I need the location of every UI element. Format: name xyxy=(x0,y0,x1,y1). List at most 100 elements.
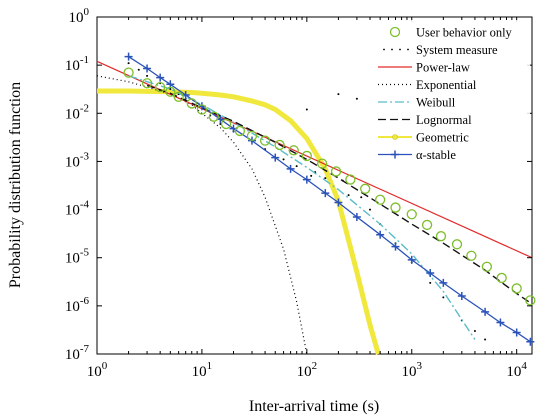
series-line xyxy=(96,60,533,259)
data-point xyxy=(376,230,385,239)
x-tick-label: 102 xyxy=(297,360,318,380)
series-exponential xyxy=(96,75,308,355)
data-point xyxy=(220,118,232,130)
data-point xyxy=(391,242,400,251)
data-point xyxy=(156,73,165,82)
data-point xyxy=(301,150,312,162)
data-point xyxy=(525,295,536,306)
data-point xyxy=(496,272,507,284)
legend-marker xyxy=(391,48,393,51)
legend-marker xyxy=(389,26,401,38)
legend-item: User behavior only xyxy=(389,26,513,40)
data-point xyxy=(321,189,330,198)
series-line xyxy=(146,84,533,305)
legend-item: System measure xyxy=(383,43,498,57)
legend-item: Power-law xyxy=(378,61,470,75)
data-point xyxy=(246,130,258,141)
series-line xyxy=(96,75,308,355)
data-point xyxy=(512,328,521,337)
legend-marker xyxy=(391,150,399,159)
series--stable xyxy=(124,52,535,346)
data-point xyxy=(496,318,505,327)
data-point xyxy=(375,194,386,205)
data-point xyxy=(442,296,445,299)
y-tick-label: 100 xyxy=(69,6,90,26)
data-point xyxy=(451,239,463,250)
data-point xyxy=(369,208,372,211)
y-tick-label: 10-2 xyxy=(65,102,89,122)
data-point xyxy=(295,165,298,168)
series-weibull xyxy=(128,75,476,340)
data-point xyxy=(124,52,133,61)
x-tick-label: 103 xyxy=(402,360,423,380)
data-point xyxy=(137,68,140,71)
data-point xyxy=(317,158,328,169)
y-tick-label: 10-1 xyxy=(65,54,89,74)
series-layer xyxy=(96,52,536,355)
data-point xyxy=(481,261,493,272)
data-point xyxy=(426,269,435,278)
legend-label: Exponential xyxy=(416,78,477,92)
data-point xyxy=(141,78,153,89)
legend-label: System measure xyxy=(416,43,498,57)
data-point xyxy=(271,153,280,162)
data-point xyxy=(286,164,295,173)
series-lognormal xyxy=(146,84,533,305)
x-axis-label: Inter-arrival time (s) xyxy=(249,398,379,415)
data-point xyxy=(526,337,535,346)
data-point xyxy=(360,196,363,199)
data-point xyxy=(407,255,416,264)
legend-marker xyxy=(399,48,401,51)
y-tick-label: 10-4 xyxy=(65,199,90,219)
series-power-law xyxy=(96,60,533,259)
data-point xyxy=(347,194,350,197)
data-point xyxy=(123,67,134,78)
data-point xyxy=(186,98,197,109)
data-point xyxy=(429,281,432,284)
legend-marker xyxy=(392,134,398,140)
data-point xyxy=(274,139,285,151)
data-point xyxy=(143,64,152,73)
legend: User behavior only System measure Power-la… xyxy=(375,20,530,162)
legend-label: Weibull xyxy=(416,96,456,110)
data-point xyxy=(146,74,149,77)
data-point xyxy=(282,158,285,161)
data-point xyxy=(473,330,476,333)
data-point xyxy=(360,183,371,194)
y-tick-label: 10-6 xyxy=(65,295,90,315)
data-point xyxy=(208,111,220,122)
data-point xyxy=(127,62,130,65)
y-tick-label: 10-3 xyxy=(65,150,90,170)
x-tick-label: 100 xyxy=(87,360,108,380)
data-point xyxy=(511,283,522,294)
data-point xyxy=(421,219,433,231)
data-point xyxy=(406,209,417,220)
data-point xyxy=(334,198,343,207)
data-point xyxy=(324,177,327,180)
data-point xyxy=(337,93,340,96)
data-point xyxy=(355,97,358,100)
y-axis-label: Probability distribution function xyxy=(7,82,24,288)
data-point xyxy=(173,91,184,102)
data-point xyxy=(302,175,311,184)
legend-item: Lognormal xyxy=(378,113,472,127)
data-point xyxy=(155,81,166,93)
data-point xyxy=(219,122,222,125)
legend-item: Exponential xyxy=(378,78,477,92)
data-point xyxy=(457,292,466,301)
data-point xyxy=(234,125,246,137)
data-point xyxy=(288,145,299,156)
data-point xyxy=(352,213,361,222)
legend-label: Geometric xyxy=(416,131,469,145)
legend-label: Power-law xyxy=(416,61,470,75)
data-point xyxy=(481,307,490,316)
y-tick-label: 10-5 xyxy=(65,247,90,267)
legend-item: α-stable xyxy=(378,148,456,162)
data-point xyxy=(165,86,176,97)
data-point xyxy=(345,174,356,185)
data-point xyxy=(196,104,208,115)
data-point xyxy=(435,231,447,242)
x-tick-label: 104 xyxy=(506,360,527,380)
data-point xyxy=(169,87,172,90)
